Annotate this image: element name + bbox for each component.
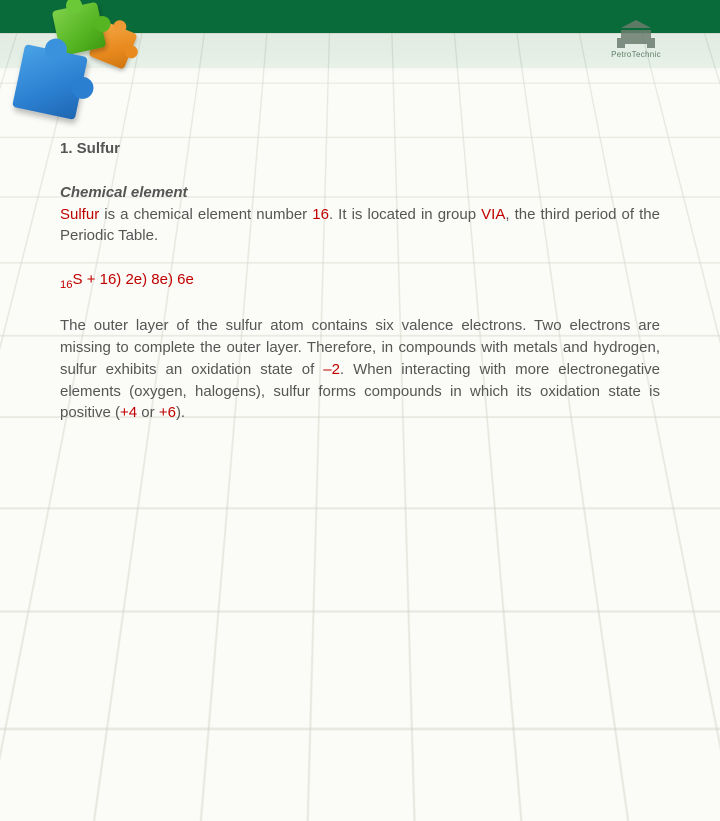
oxidation-pos4: +4 [120,404,137,421]
group-label: VIA [481,206,505,223]
section-heading: 1. Sulfur [60,138,660,160]
building-icon [613,26,659,48]
para2-c: or [137,404,159,421]
para1-mid2: . It is located in group [329,206,481,223]
element-name: Sulfur [60,206,99,223]
institution-logo: PetroTechnic [576,20,696,64]
formula-subscript: 16 [60,279,73,291]
paragraph-intro: Chemical element Sulfur is a chemical el… [60,182,660,247]
atomic-number: 16 [312,206,329,223]
paragraph-oxidation: The outer layer of the sulfur atom conta… [60,315,660,424]
oxidation-pos6: +6 [159,404,176,421]
oxidation-neg2: –2 [323,361,340,378]
subheading: Chemical element [60,184,188,201]
formula-body: S + 16) 2e) 8e) 6e [73,271,194,288]
slide-content: 1. Sulfur Chemical element Sulfur is a c… [60,138,660,446]
para2-d: ). [176,404,185,421]
para1-mid1: is a chemical element number [99,206,312,223]
electron-configuration: 16S + 16) 2e) 8e) 6e [60,269,660,293]
puzzle-piece-blue [12,44,88,120]
puzzle-decoration [18,6,158,136]
heading-text: 1. Sulfur [60,140,120,157]
logo-text: PetroTechnic [611,50,661,59]
